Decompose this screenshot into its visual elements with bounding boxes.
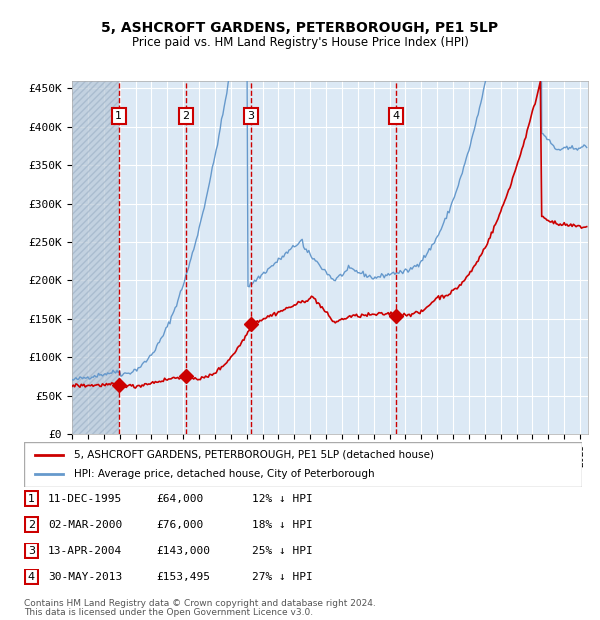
Text: 02-MAR-2000: 02-MAR-2000 (48, 520, 122, 530)
Text: 1: 1 (28, 494, 35, 504)
FancyBboxPatch shape (25, 517, 38, 533)
FancyBboxPatch shape (25, 491, 38, 507)
Text: 12% ↓ HPI: 12% ↓ HPI (252, 494, 313, 504)
Bar (72, 81, 119, 434)
Text: Contains HM Land Registry data © Crown copyright and database right 2024.: Contains HM Land Registry data © Crown c… (24, 600, 376, 608)
Text: 5, ASHCROFT GARDENS, PETERBOROUGH, PE1 5LP: 5, ASHCROFT GARDENS, PETERBOROUGH, PE1 5… (101, 21, 499, 35)
Text: 3: 3 (247, 111, 254, 121)
Text: £76,000: £76,000 (156, 520, 203, 530)
Text: 5, ASHCROFT GARDENS, PETERBOROUGH, PE1 5LP (detached house): 5, ASHCROFT GARDENS, PETERBOROUGH, PE1 5… (74, 450, 434, 459)
Text: 4: 4 (28, 572, 35, 582)
Text: 30-MAY-2013: 30-MAY-2013 (48, 572, 122, 582)
Text: £153,495: £153,495 (156, 572, 210, 582)
Text: 13-APR-2004: 13-APR-2004 (48, 546, 122, 556)
FancyBboxPatch shape (25, 569, 38, 585)
Text: 27% ↓ HPI: 27% ↓ HPI (252, 572, 313, 582)
Text: 3: 3 (28, 546, 35, 556)
Text: £143,000: £143,000 (156, 546, 210, 556)
Text: 18% ↓ HPI: 18% ↓ HPI (252, 520, 313, 530)
FancyBboxPatch shape (24, 442, 582, 487)
Text: 4: 4 (392, 111, 400, 121)
Text: HPI: Average price, detached house, City of Peterborough: HPI: Average price, detached house, City… (74, 469, 375, 479)
Text: 25% ↓ HPI: 25% ↓ HPI (252, 546, 313, 556)
Text: 2: 2 (182, 111, 189, 121)
Text: 2: 2 (28, 520, 35, 530)
Text: This data is licensed under the Open Government Licence v3.0.: This data is licensed under the Open Gov… (24, 608, 313, 617)
Text: £64,000: £64,000 (156, 494, 203, 504)
FancyBboxPatch shape (25, 543, 38, 559)
Text: 11-DEC-1995: 11-DEC-1995 (48, 494, 122, 504)
Text: Price paid vs. HM Land Registry's House Price Index (HPI): Price paid vs. HM Land Registry's House … (131, 36, 469, 48)
Text: 1: 1 (115, 111, 122, 121)
